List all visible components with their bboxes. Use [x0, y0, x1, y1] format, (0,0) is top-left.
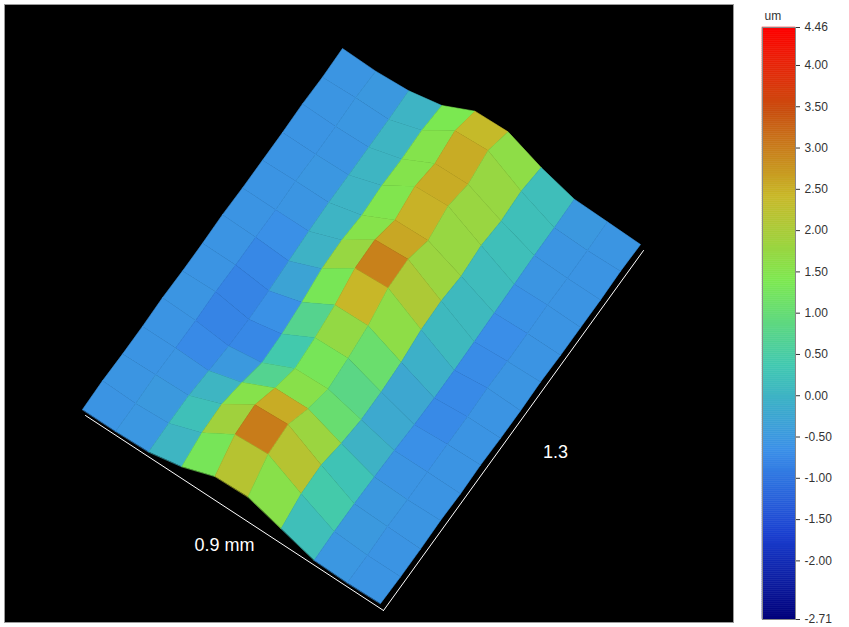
- svg-text:1.50: 1.50: [805, 265, 829, 279]
- svg-text:2.50: 2.50: [805, 182, 829, 196]
- svg-text:-2.71: -2.71: [805, 612, 833, 626]
- svg-text:4.46: 4.46: [805, 20, 829, 34]
- svg-text:1.3: 1.3: [543, 442, 568, 462]
- svg-text:-1.00: -1.00: [805, 471, 833, 485]
- svg-text:2.00: 2.00: [805, 223, 829, 237]
- svg-text:1.00: 1.00: [805, 306, 829, 320]
- svg-text:3.00: 3.00: [805, 141, 829, 155]
- svg-text:0.50: 0.50: [805, 347, 829, 361]
- svg-text:4.00: 4.00: [805, 58, 829, 72]
- svg-text:-0.50: -0.50: [805, 430, 833, 444]
- svg-text:-2.00: -2.00: [805, 554, 833, 568]
- svg-text:um: um: [765, 9, 782, 23]
- svg-text:0.9 mm: 0.9 mm: [194, 535, 254, 555]
- svg-text:3.50: 3.50: [805, 100, 829, 114]
- svg-text:-1.50: -1.50: [805, 512, 833, 526]
- svg-text:0.00: 0.00: [805, 389, 829, 403]
